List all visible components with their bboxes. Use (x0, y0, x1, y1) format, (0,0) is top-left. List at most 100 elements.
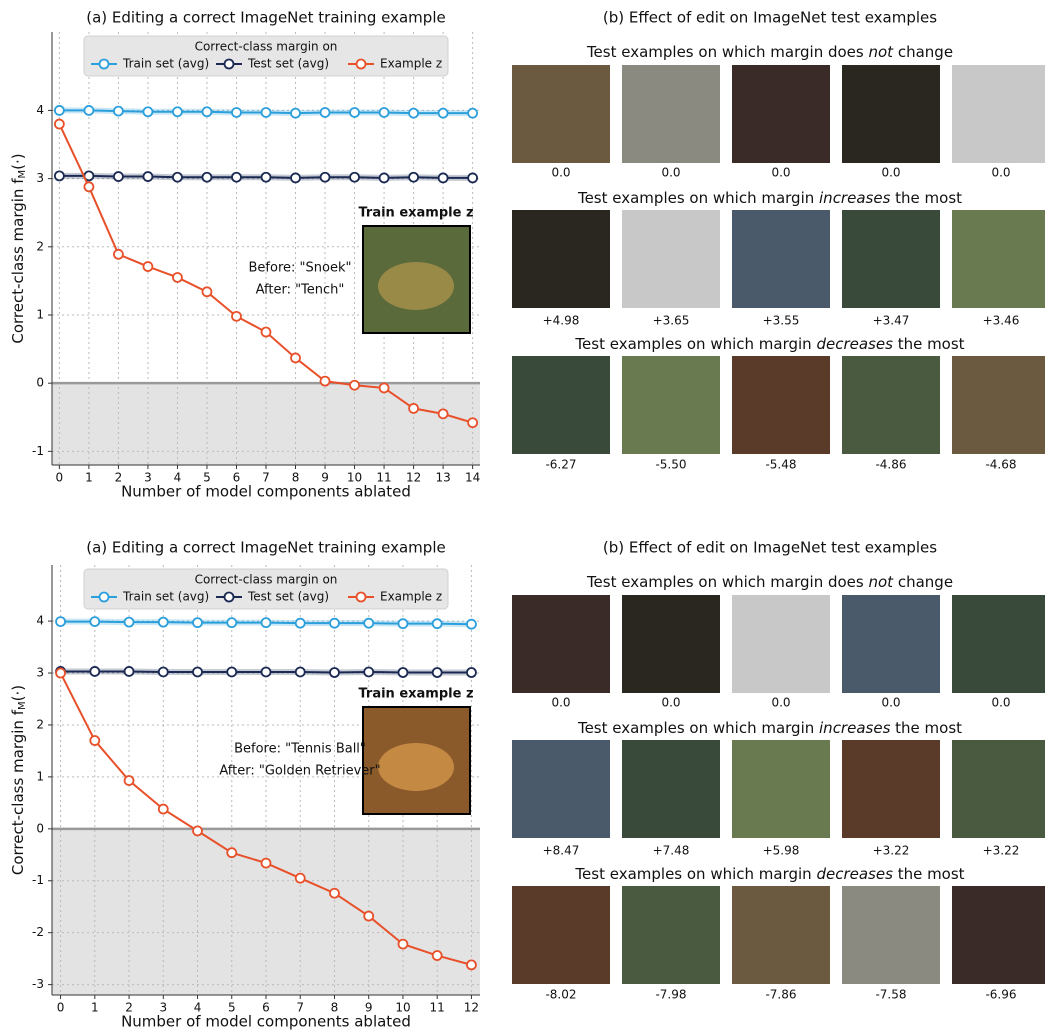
row-heading-part: decreases (816, 335, 893, 353)
margin-change-label: -5.50 (655, 458, 686, 472)
data-point (467, 668, 476, 677)
data-point (364, 912, 373, 921)
data-point (143, 262, 152, 271)
data-point (321, 377, 330, 386)
data-point (398, 668, 407, 677)
test-example-image (732, 356, 830, 454)
row-heading-part: increases (819, 189, 891, 207)
x-tick-label: 0 (57, 1001, 65, 1015)
test-example-image (622, 65, 720, 163)
data-point (296, 874, 305, 883)
y-tick-label: 1 (36, 307, 44, 321)
data-point (433, 619, 442, 628)
data-point (227, 618, 236, 627)
data-point (291, 173, 300, 182)
margin-change-label: 0.0 (881, 696, 900, 710)
row-heading: Test examples on which margin decreases … (574, 335, 964, 353)
margin-change-label: 0.0 (881, 166, 900, 180)
figure: (a) Editing a correct ImageNet training … (0, 0, 1045, 1032)
margin-change-label: 0.0 (661, 166, 680, 180)
y-tick-label: 3 (36, 666, 44, 680)
annotation-title: Train example z (358, 206, 473, 221)
margin-change-label: +3.46 (983, 314, 1020, 328)
data-point (202, 287, 211, 296)
data-point (114, 107, 123, 116)
data-point (262, 859, 271, 868)
test-example-image (952, 356, 1045, 454)
train-example-subject (378, 262, 454, 310)
data-point (468, 418, 477, 427)
test-example-image (842, 356, 940, 454)
y-tick-label: 0 (36, 821, 44, 835)
data-point (330, 889, 339, 898)
legend-label: Test set (avg) (247, 57, 329, 71)
panel-title: (b) Effect of edit on ImageNet test exam… (603, 9, 937, 27)
y-axis-label-sub: M (17, 170, 28, 179)
y-axis-label-text: Correct-class margin f (9, 178, 27, 344)
test-example-image (512, 595, 610, 693)
y-tick-label: -3 (32, 977, 44, 991)
margin-change-label: +5.98 (763, 844, 800, 858)
data-point (232, 173, 241, 182)
test-example-image (622, 356, 720, 454)
y-tick-label: 1 (36, 769, 44, 783)
data-point (202, 173, 211, 182)
data-point (193, 826, 202, 835)
legend-title: Correct-class margin on (195, 573, 338, 587)
y-tick-label: 2 (36, 239, 44, 253)
legend-marker (225, 593, 234, 602)
data-point (159, 667, 168, 676)
data-point (159, 618, 168, 627)
test-example-image (512, 356, 610, 454)
test-example-image (842, 740, 940, 838)
margin-change-label: 0.0 (771, 696, 790, 710)
annotation-after: After: "Tench" (256, 283, 345, 298)
test-example-image (842, 65, 940, 163)
data-point (262, 328, 271, 337)
y-tick-label: -2 (32, 925, 44, 939)
data-point (433, 951, 442, 960)
data-point (232, 312, 241, 321)
margin-change-label: -8.02 (545, 988, 576, 1002)
test-example-image (512, 740, 610, 838)
data-point (364, 619, 373, 628)
data-point (173, 107, 182, 116)
data-point (143, 172, 152, 181)
test-example-image (732, 886, 830, 984)
data-point (56, 617, 65, 626)
y-axis-label-end: (·) (9, 153, 27, 169)
x-tick-label: 14 (465, 471, 480, 485)
x-tick-label: 12 (464, 1001, 479, 1015)
legend-marker (225, 60, 234, 69)
data-point (330, 668, 339, 677)
chart-title: (a) Editing a correct ImageNet training … (86, 9, 445, 27)
row-heading-part: Test examples on which margin (574, 865, 816, 883)
row-heading-part: increases (819, 719, 891, 737)
data-point (296, 667, 305, 676)
data-point (439, 173, 448, 182)
data-point (193, 618, 202, 627)
margin-change-label: -4.68 (985, 458, 1016, 472)
margin-change-label: +3.22 (873, 844, 910, 858)
data-point (321, 173, 330, 182)
data-point (350, 173, 359, 182)
train-example-subject (378, 743, 454, 791)
margin-change-label: +3.47 (873, 314, 910, 328)
y-axis-label-sub: M (17, 701, 28, 710)
data-point (433, 668, 442, 677)
x-tick-label: 1 (85, 471, 93, 485)
margin-change-label: +3.55 (763, 314, 800, 328)
row-heading: Test examples on which margin increases … (577, 189, 962, 207)
legend-label: Example z (380, 590, 442, 604)
data-point (143, 107, 152, 116)
data-point (409, 404, 418, 413)
y-tick-label: 2 (36, 717, 44, 731)
data-point (291, 353, 300, 362)
test-example-image (512, 886, 610, 984)
x-axis-label: Number of model components ablated (121, 483, 411, 501)
y-axis-label-end: (·) (9, 685, 27, 701)
data-point (330, 619, 339, 628)
data-point (90, 667, 99, 676)
margin-change-label: 0.0 (771, 166, 790, 180)
data-point (125, 667, 134, 676)
